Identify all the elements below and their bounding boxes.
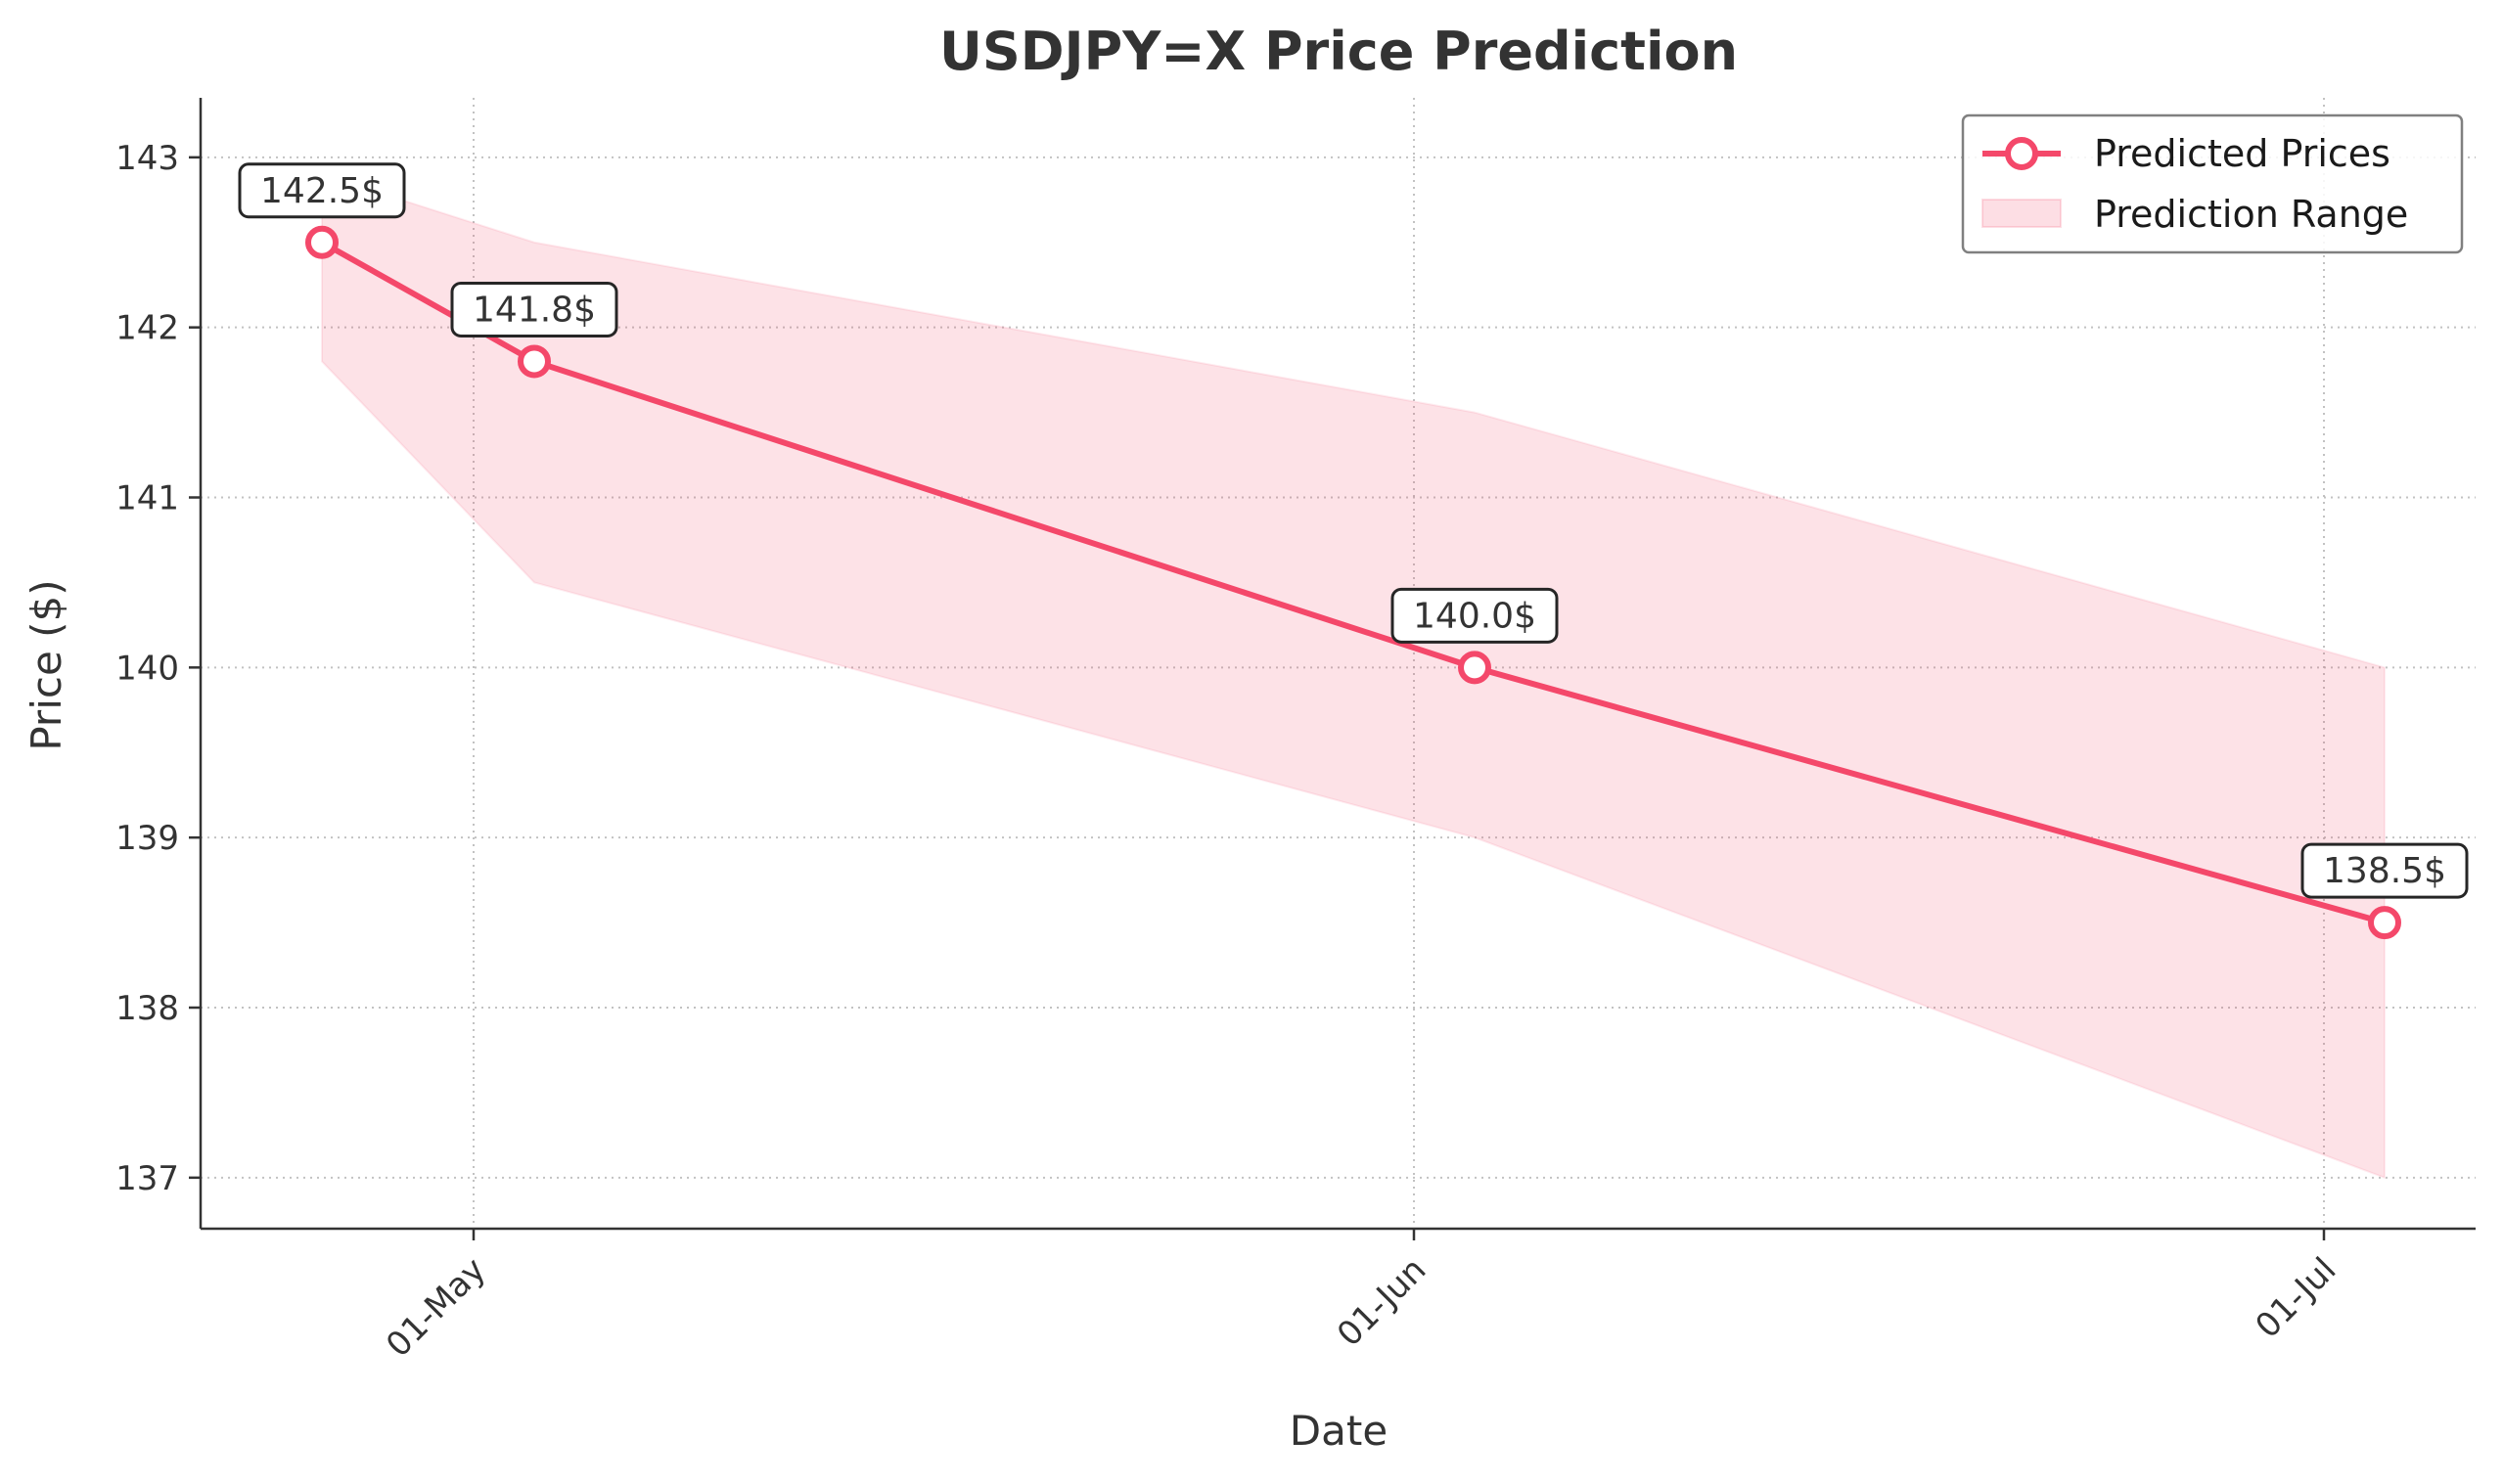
y-ticks: 137 138 139 140 141 142 143	[115, 139, 201, 1198]
predicted-price-marker	[1458, 651, 1491, 685]
data-label-box	[238, 162, 406, 219]
chart-title: USDJPY=X Price Prediction	[939, 21, 1738, 82]
data-label: 141.8$	[450, 281, 618, 337]
x-axis-label: Date	[1290, 1407, 1388, 1455]
y-tick-label: 137	[115, 1159, 179, 1198]
grid	[201, 98, 2476, 1229]
legend-range-swatch	[1981, 199, 2062, 228]
data-label-text: 142.5$	[260, 171, 384, 211]
predicted-price-marker	[305, 225, 339, 259]
predicted-price-marker	[2368, 906, 2401, 940]
prediction-range-band	[321, 172, 2386, 1180]
x-ticks: 01-May 01-Jun 01-Jul	[379, 1229, 2344, 1365]
legend-marker-swatch	[2005, 137, 2038, 170]
legend-label-predicted-prices: Predicted Prices	[2094, 132, 2390, 175]
y-tick-label: 138	[115, 989, 179, 1028]
data-label-text: 141.8$	[473, 290, 596, 330]
legend: Predicted Prices Prediction Range	[1961, 113, 2464, 254]
predicted-prices-layer	[319, 239, 2388, 926]
data-label-box	[450, 281, 618, 337]
axes	[199, 98, 2476, 1231]
x-tick-label: 01-Jul	[2248, 1250, 2344, 1346]
y-tick-label: 142	[115, 309, 179, 348]
data-label: 138.5$	[2300, 842, 2469, 899]
x-tick-label: 01-Jun	[1330, 1250, 1434, 1354]
data-label-box	[1390, 587, 1559, 644]
data-label-box	[2300, 842, 2469, 899]
predicted-prices-line	[319, 239, 2388, 926]
y-tick-label: 140	[115, 649, 179, 688]
data-label: 140.0$	[1390, 587, 1559, 644]
data-label-text: 140.0$	[1413, 596, 1536, 636]
prediction-range-layer	[321, 172, 2386, 1180]
annotations-layer: 142.5$ 141.8$ 140.0$ 138.5$	[238, 162, 2469, 899]
predicted-price-marker	[518, 344, 551, 379]
y-tick-label: 141	[115, 479, 179, 518]
y-tick-label: 143	[115, 139, 179, 178]
legend-box	[1961, 113, 2464, 254]
y-tick-label: 139	[115, 819, 179, 858]
data-label: 142.5$	[238, 162, 406, 219]
y-axis-label: Price ($)	[23, 579, 70, 750]
markers-layer	[305, 225, 2401, 940]
x-tick-label: 01-May	[379, 1250, 493, 1365]
legend-label-prediction-range: Prediction Range	[2094, 193, 2408, 236]
data-label-text: 138.5$	[2323, 851, 2446, 891]
